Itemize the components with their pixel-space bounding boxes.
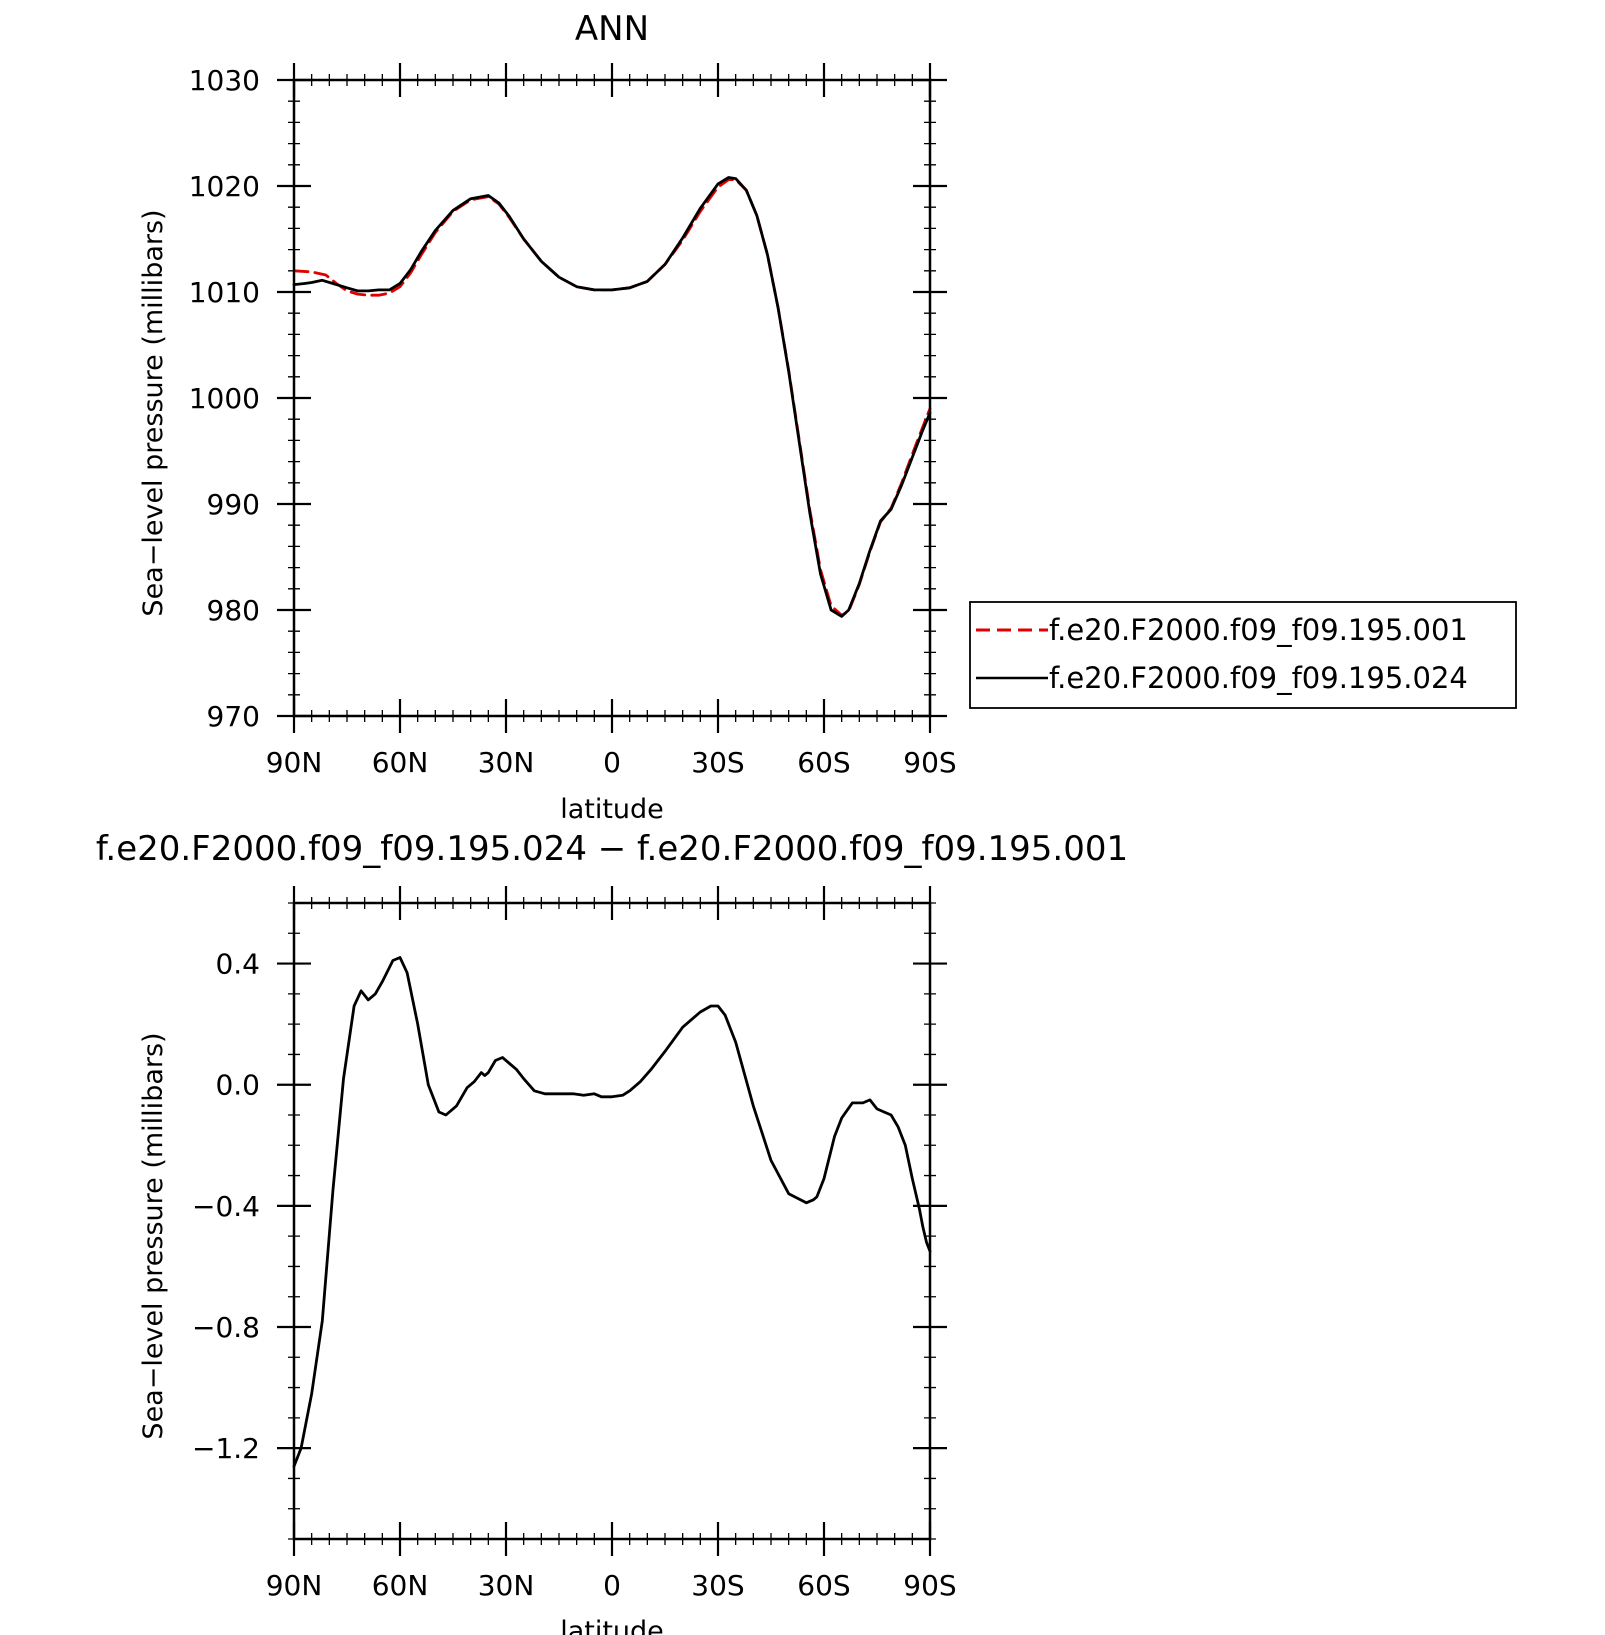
y-tick-label: 0.0 xyxy=(215,1069,260,1102)
legend-box xyxy=(969,601,1517,709)
x-tick-label: 60S xyxy=(797,746,850,779)
chart-title: ANN xyxy=(575,9,649,49)
x-axis-label: latitude xyxy=(560,1616,664,1635)
legend: f.e20.F2000.f09_f09.195.001 f.e20.F2000.… xyxy=(969,601,1517,709)
x-tick-label: 90N xyxy=(266,746,323,779)
x-tick-label: 0 xyxy=(603,746,621,779)
slp-annual-panel: ANN Sea−level pressure (millibars) latit… xyxy=(138,9,957,825)
x-tick-label: 60N xyxy=(372,746,429,779)
x-tick-label: 30N xyxy=(478,1569,535,1602)
y-tick-label: 1030 xyxy=(189,64,260,97)
y-tick-label: 0.4 xyxy=(215,948,260,981)
x-tick-label: 30S xyxy=(691,746,744,779)
x-tick-label: 30S xyxy=(691,1569,744,1602)
axis-ticks: 970 980 990 1000 1010 1020 1030 90N 60N 30N 0 30S 60… xyxy=(189,63,957,779)
series-lines xyxy=(292,176,932,618)
series-lines xyxy=(292,956,932,1468)
legend-label-024: f.e20.F2000.f09_f09.195.024 xyxy=(1049,661,1468,695)
x-tick-label: 30N xyxy=(478,746,535,779)
x-tick-label: 60N xyxy=(372,1569,429,1602)
axis-ticks: 0.4 0.0 −0.4 −0.8 −1.2 90N 60N 30N 0 30S 60S 90S xyxy=(192,886,957,1602)
difference-title: f.e20.F2000.f09_f09.195.024 − f.e20.F200… xyxy=(96,829,1128,869)
plot-frame xyxy=(292,78,932,718)
x-tick-label: 0 xyxy=(603,1569,621,1602)
y-tick-label: −0.4 xyxy=(192,1190,260,1223)
x-tick-label: 60S xyxy=(797,1569,850,1602)
y-tick-label: −0.8 xyxy=(192,1311,260,1344)
y-axis-label: Sea−level pressure (millibars) xyxy=(138,209,169,616)
y-tick-label: −1.2 xyxy=(192,1432,260,1465)
x-axis-label: latitude xyxy=(560,794,664,825)
x-tick-label: 90S xyxy=(903,1569,956,1602)
y-tick-label: 980 xyxy=(207,594,260,627)
slp-difference-panel: f.e20.F2000.f09_f09.195.024 − f.e20.F200… xyxy=(96,829,1128,1635)
series-line-0 xyxy=(292,956,932,1468)
y-tick-label: 1010 xyxy=(189,276,260,309)
x-tick-label: 90N xyxy=(266,1569,323,1602)
series-line-0 xyxy=(292,178,932,617)
x-tick-label: 90S xyxy=(903,746,956,779)
plot-frame xyxy=(292,901,932,1541)
legend-label-001: f.e20.F2000.f09_f09.195.001 xyxy=(1049,613,1468,647)
series-line-1 xyxy=(292,176,932,618)
y-tick-label: 990 xyxy=(207,488,260,521)
y-tick-label: 1020 xyxy=(189,170,260,203)
y-tick-label: 970 xyxy=(207,700,260,733)
y-axis-label: Sea−level pressure (millibars) xyxy=(138,1032,169,1439)
y-tick-label: 1000 xyxy=(189,382,260,415)
